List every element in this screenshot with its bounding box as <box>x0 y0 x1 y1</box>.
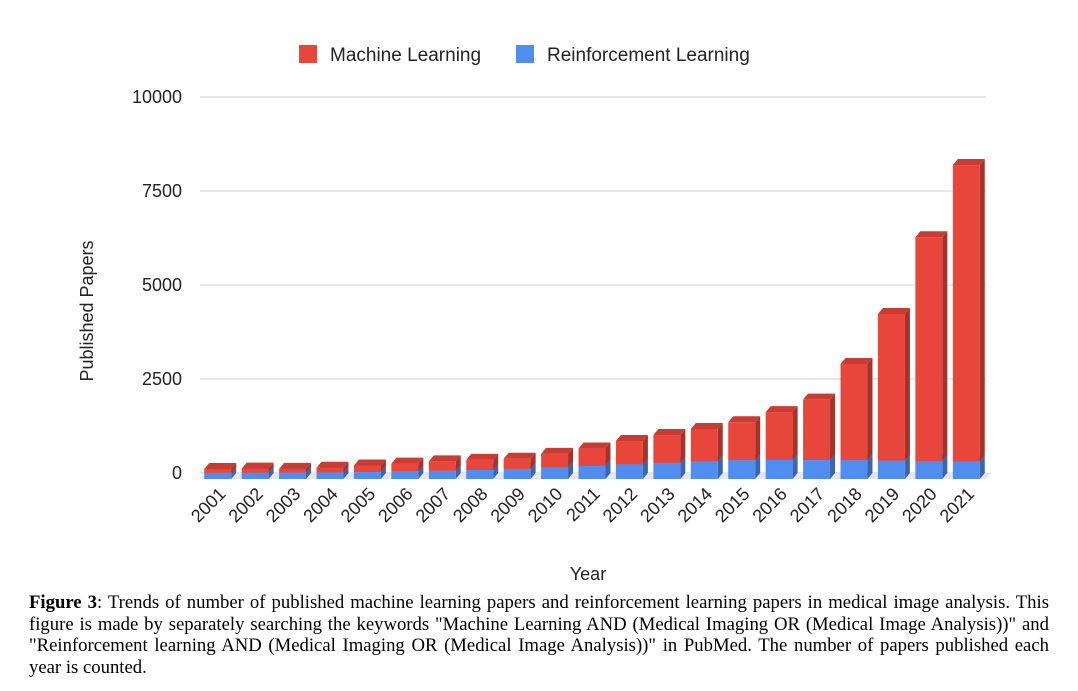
x-tick-label: 2001 <box>187 484 229 526</box>
y-axis-ticks: 0 2500 5000 7500 10000 <box>132 87 182 483</box>
x-tick-label: 2016 <box>749 484 791 526</box>
bar-machine-learning-2010 <box>541 447 574 468</box>
x-tick-label: 2020 <box>898 484 940 526</box>
x-tick-label: 2005 <box>337 484 379 526</box>
bar-machine-learning-2003 <box>279 462 312 473</box>
bar-machine-learning-2002 <box>241 462 274 473</box>
x-tick-label: 2018 <box>823 484 865 526</box>
bar-machine-learning-2014 <box>690 423 723 462</box>
x-tick-label: 2021 <box>936 484 978 526</box>
bar-machine-learning-2005 <box>353 459 386 473</box>
x-tick-label: 2010 <box>524 484 566 526</box>
x-axis-ticks: 2001200220032004200520062007200820092010… <box>187 484 978 526</box>
legend-swatch-machine-learning <box>299 45 317 63</box>
x-tick-label: 2009 <box>487 484 529 526</box>
x-tick-label: 2013 <box>636 484 678 526</box>
x-tick-label: 2003 <box>262 484 304 526</box>
legend-label-reinforcement-learning: Reinforcement Learning <box>547 45 750 66</box>
bar-machine-learning-2016 <box>765 406 798 460</box>
y-tick-label: 7500 <box>142 181 182 201</box>
x-tick-label: 2019 <box>861 484 903 526</box>
bars <box>204 159 985 479</box>
x-axis-title: Year <box>570 564 606 584</box>
x-tick-label: 2006 <box>374 484 416 526</box>
x-tick-label: 2007 <box>412 484 454 526</box>
x-tick-label: 2008 <box>449 484 491 526</box>
legend: Machine Learning Reinforcement Learning <box>299 45 750 66</box>
x-tick-label: 2002 <box>225 484 267 526</box>
x-tick-label: 2004 <box>299 484 341 526</box>
y-tick-label: 0 <box>172 463 182 483</box>
bar-machine-learning-2013 <box>653 429 686 463</box>
chart: Machine Learning Reinforcement Learning … <box>77 45 991 584</box>
caption-label: Figure 3 <box>29 592 97 613</box>
bar-machine-learning-2011 <box>578 442 611 466</box>
bar-machine-learning-2004 <box>316 461 349 473</box>
bar-machine-learning-2017 <box>803 393 836 461</box>
bar-machine-learning-2015 <box>728 416 761 461</box>
y-tick-label: 5000 <box>142 275 182 295</box>
x-tick-label: 2015 <box>711 484 753 526</box>
x-tick-label: 2017 <box>786 484 828 526</box>
caption-text: : Trends of number of published machine … <box>29 592 1049 678</box>
y-tick-label: 10000 <box>132 87 182 107</box>
bar-machine-learning-2007 <box>428 455 461 471</box>
x-tick-label: 2014 <box>674 484 716 526</box>
y-axis-title: Published Papers <box>77 240 97 381</box>
bar-machine-learning-2008 <box>466 453 499 470</box>
bar-machine-learning-2021 <box>952 159 985 462</box>
x-tick-label: 2012 <box>599 484 641 526</box>
bar-machine-learning-2006 <box>391 457 424 472</box>
figure-caption: Figure 3: Trends of number of published … <box>29 592 1049 678</box>
bar-machine-learning-2012 <box>615 435 648 465</box>
bar-machine-learning-2020 <box>915 231 948 461</box>
bar-machine-learning-2001 <box>204 463 237 473</box>
bar-machine-learning-2009 <box>503 452 536 469</box>
y-tick-label: 2500 <box>142 369 182 389</box>
bar-machine-learning-2019 <box>877 307 910 461</box>
bar-machine-learning-2018 <box>840 357 873 461</box>
legend-label-machine-learning: Machine Learning <box>330 45 481 66</box>
legend-swatch-reinforcement-learning <box>516 45 534 63</box>
x-tick-label: 2011 <box>562 484 604 526</box>
